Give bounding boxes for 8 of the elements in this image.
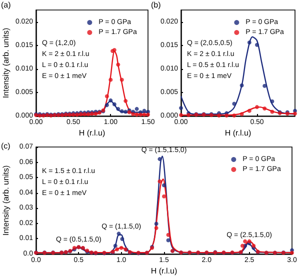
chart-title: (c) bbox=[1, 142, 11, 150]
chart-title: (b) bbox=[151, 0, 162, 10]
x-axis-title: H (r.l.u) bbox=[78, 128, 106, 138]
chart-title: (a) bbox=[1, 0, 12, 10]
y-axis-title: Intensity (arb. units) bbox=[2, 28, 10, 98]
y-axis-title: Intensity (arb. units) bbox=[2, 165, 10, 236]
x-axis-title: H (r.l.u) bbox=[224, 128, 252, 138]
x-axis-title: H (r.l.u) bbox=[150, 266, 178, 276]
